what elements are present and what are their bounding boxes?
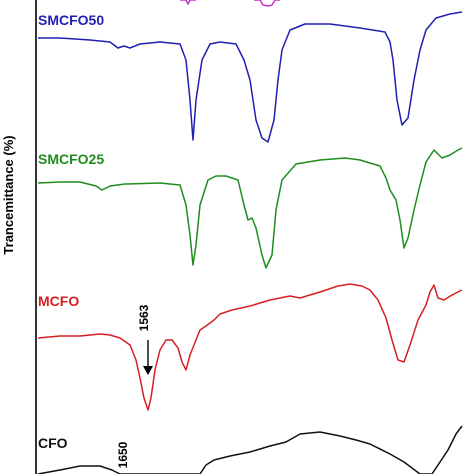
series-label-smcfo50: SMCFO50 <box>38 12 104 28</box>
series-line-partial-4 <box>180 0 196 5</box>
series-label-cfo: CFO <box>38 435 68 451</box>
series-line-mcfo <box>37 283 463 411</box>
annotation-1650: 1650 <box>116 441 130 468</box>
series-label-smcfo25: SMCFO25 <box>38 151 104 167</box>
annotation-1563: 1563 <box>137 304 151 331</box>
series-line-cfo <box>37 425 463 474</box>
series-line-smcfo25 <box>37 147 463 269</box>
y-axis-label: Trancemittance (%) <box>1 135 16 254</box>
annotation-1563-arrowhead <box>143 366 153 375</box>
series-line-partial-5 <box>254 0 280 7</box>
series-line-smcfo50 <box>38 11 463 143</box>
series-label-mcfo: MCFO <box>38 293 79 309</box>
series-layer <box>37 0 463 474</box>
